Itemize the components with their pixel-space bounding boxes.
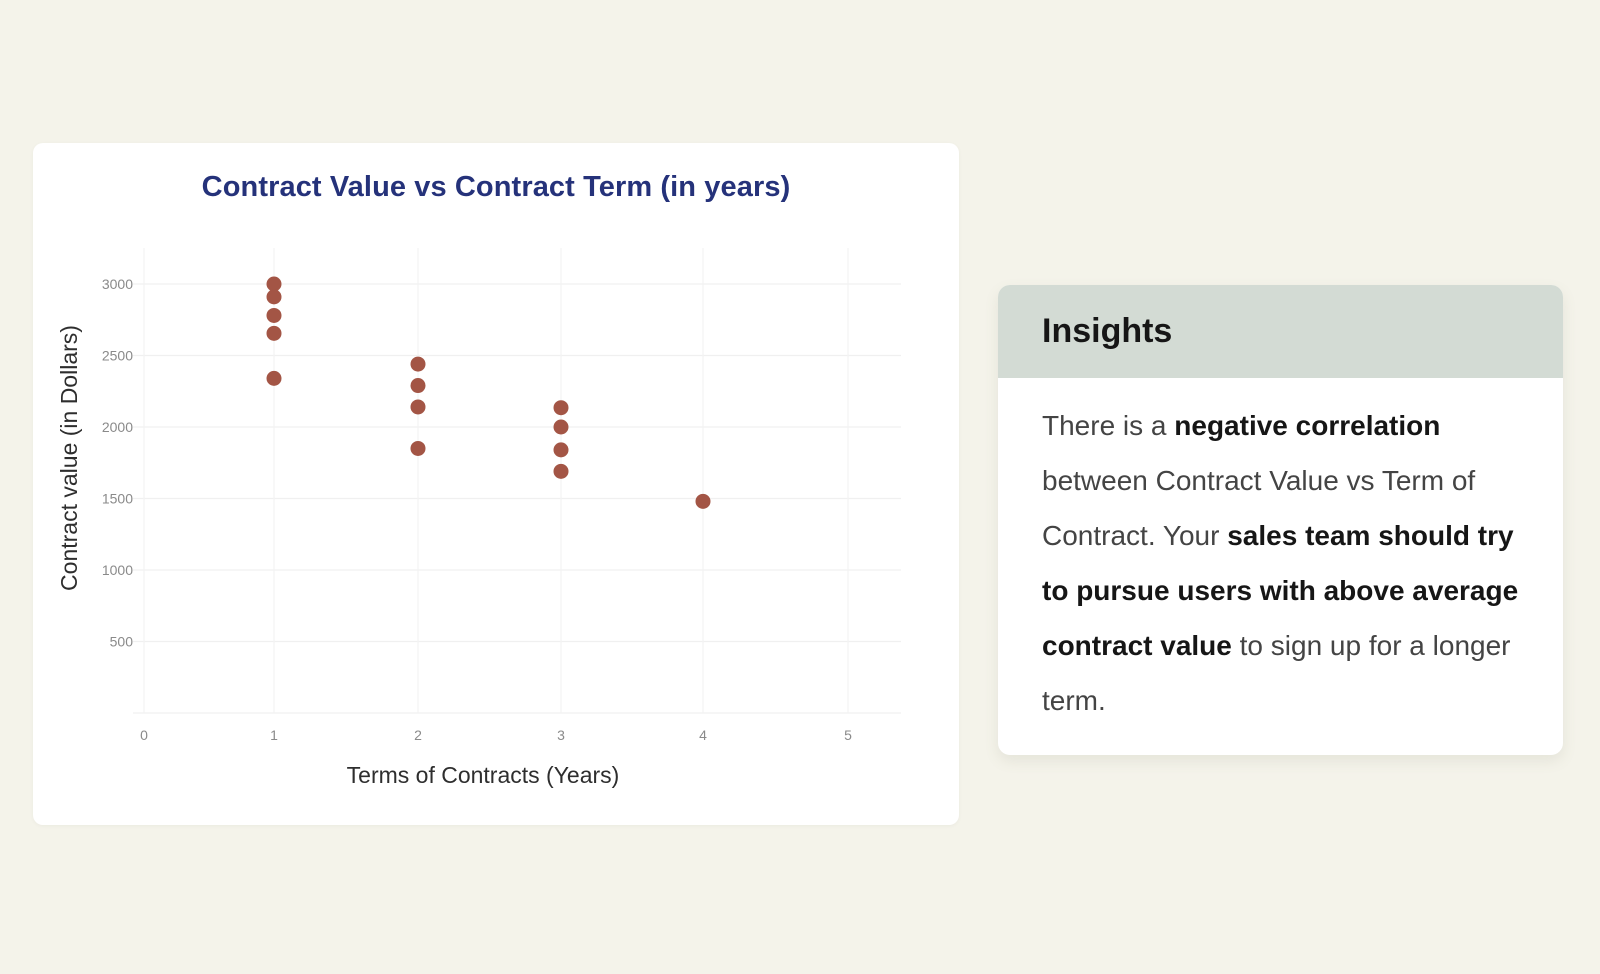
data-point[interactable]: [410, 356, 426, 372]
y-tick-label: 1000: [102, 562, 133, 578]
insights-title: Insights: [1042, 312, 1173, 350]
insight-text-segment: There is a: [1042, 410, 1175, 441]
data-point[interactable]: [266, 276, 282, 292]
x-tick-label: 0: [140, 727, 148, 743]
x-tick-label: 5: [844, 727, 852, 743]
y-axis-ticks: 500 1000 1500 2000 2500 3000: [102, 276, 133, 650]
insight-highlight: sales team should try to pursue users wi…: [1042, 520, 1519, 661]
data-point[interactable]: [553, 400, 569, 416]
data-point[interactable]: [266, 370, 282, 386]
data-point[interactable]: [410, 399, 426, 415]
insights-text: There is a negative correlation between …: [998, 378, 1563, 728]
x-tick-label: 4: [699, 727, 707, 743]
insights-header: Insights: [998, 285, 1563, 378]
y-axis-label: Contract value (in Dollars): [56, 325, 82, 591]
chart-grid: [133, 248, 901, 714]
x-axis-ticks: 0 1 2 3 4 5: [140, 727, 852, 743]
data-point[interactable]: [553, 463, 569, 479]
y-tick-label: 500: [110, 634, 134, 650]
x-tick-label: 2: [414, 727, 422, 743]
data-point[interactable]: [266, 289, 282, 305]
chart-title: Contract Value vs Contract Term (in year…: [201, 171, 791, 203]
x-axis-label: Terms of Contracts (Years): [347, 762, 620, 788]
data-point[interactable]: [410, 378, 426, 394]
y-tick-label: 2000: [102, 419, 133, 435]
x-tick-label: 3: [557, 727, 565, 743]
data-point[interactable]: [410, 440, 426, 456]
x-tick-label: 1: [270, 727, 278, 743]
chart-card: Contract Value vs Contract Term (in year…: [33, 143, 959, 825]
data-point[interactable]: [266, 307, 282, 323]
insights-card: Insights There is a negative correlation…: [998, 285, 1563, 755]
data-points: [266, 276, 711, 509]
insight-text-segment: to sign up for a longer term.: [1042, 630, 1511, 716]
data-point[interactable]: [553, 419, 569, 435]
data-point[interactable]: [266, 325, 282, 341]
y-tick-label: 1500: [102, 491, 133, 507]
data-point[interactable]: [553, 442, 569, 458]
y-tick-label: 2500: [102, 348, 133, 364]
insight-highlight: negative correlation: [1174, 410, 1441, 441]
data-point[interactable]: [695, 493, 711, 509]
y-tick-label: 3000: [102, 276, 133, 292]
scatter-plot: 500 1000 1500 2000 2500 3000 0 1 2 3 4 5 Terms of …: [56, 248, 901, 788]
insight-text-segment: between Contract Value vs Term of Contra…: [1042, 465, 1476, 551]
